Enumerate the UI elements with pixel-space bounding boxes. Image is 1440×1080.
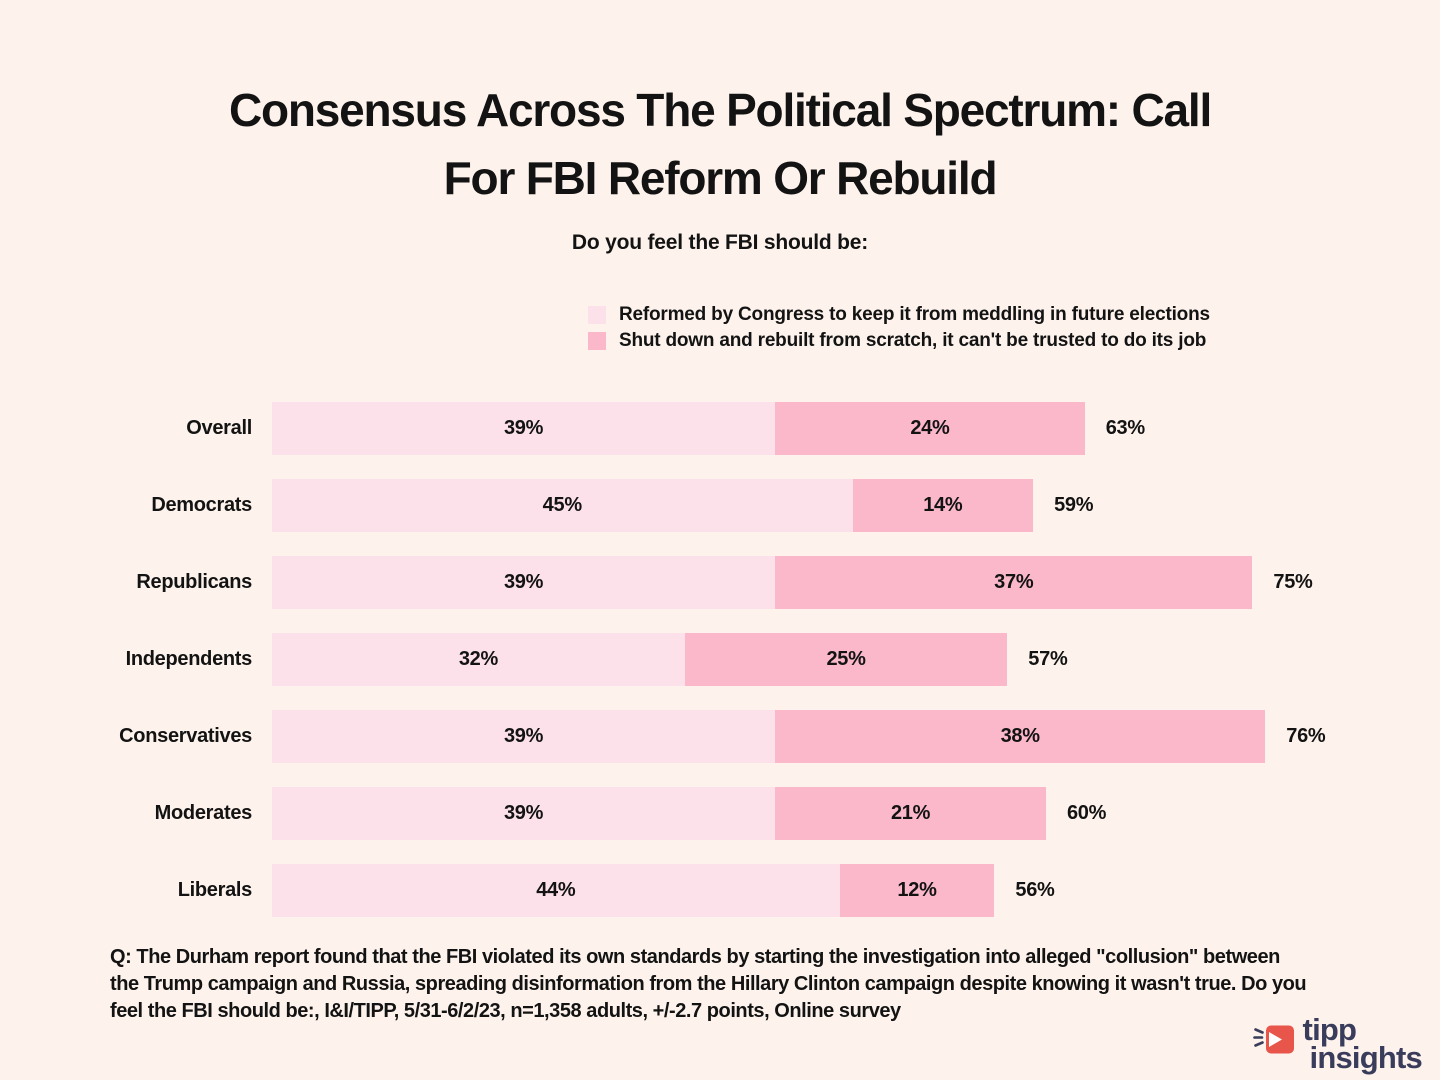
- total-value-label: 57%: [1028, 648, 1068, 670]
- brand-name-tipp: tipp: [1302, 1012, 1357, 1047]
- bar-segment-reformed: 39%: [272, 787, 776, 840]
- segment-value-label: 25%: [826, 648, 866, 670]
- legend-label-reformed: Reformed by Congress to keep it from med…: [619, 304, 1210, 325]
- legend-swatch-reformed-icon: [588, 306, 606, 324]
- category-label: Liberals: [177, 879, 253, 901]
- chart-subtitle: Do you feel the FBI should be:: [571, 231, 869, 254]
- bar-segment-reformed: 32%: [272, 633, 685, 686]
- bar-segment-rebuilt: 12%: [839, 864, 995, 917]
- bar: 39% 24%: [272, 402, 1085, 455]
- bar-segment-rebuilt: 21%: [775, 787, 1046, 840]
- segment-value-label: 39%: [503, 571, 544, 593]
- chart-row: Overall 39% 24% 63%: [0, 402, 1440, 455]
- brand-name-insights: insights: [1309, 1040, 1423, 1075]
- chart-title: Consensus Across The Political Spectrum:…: [0, 76, 1440, 212]
- category-label: Conservatives: [119, 725, 252, 747]
- category-label: Republicans: [136, 571, 252, 593]
- segment-value-label: 24%: [910, 417, 950, 439]
- title-line-2: For FBI Reform Or Rebuild: [443, 152, 998, 204]
- legend-item-rebuilt: Shut down and rebuilt from scratch, it c…: [588, 328, 1210, 354]
- bar-segment-reformed: 39%: [272, 710, 776, 763]
- segment-value-label: 37%: [994, 571, 1034, 593]
- bar: 44% 12%: [272, 864, 995, 917]
- category-label: Moderates: [154, 802, 253, 824]
- bar: 39% 21%: [272, 787, 1046, 840]
- legend-swatch-rebuilt-icon: [588, 332, 606, 350]
- segment-value-label: 38%: [1000, 725, 1040, 747]
- chart-row: Liberals 44% 12% 56%: [0, 864, 1440, 917]
- title-line-1: Consensus Across The Political Spectrum:…: [228, 84, 1212, 136]
- chart-row: Republicans 39% 37% 75%: [0, 556, 1440, 609]
- bar-segment-rebuilt: 24%: [775, 402, 1085, 455]
- segment-value-label: 44%: [536, 879, 576, 901]
- total-value-label: 56%: [1015, 879, 1055, 901]
- segment-value-label: 14%: [923, 494, 963, 516]
- bar-segment-rebuilt: 14%: [852, 479, 1034, 532]
- total-value-label: 59%: [1054, 494, 1094, 516]
- chart-row: Independents 32% 25% 57%: [0, 633, 1440, 686]
- bar-segment-reformed: 44%: [272, 864, 840, 917]
- legend: Reformed by Congress to keep it from med…: [588, 302, 1210, 354]
- segment-value-label: 39%: [503, 802, 544, 824]
- category-label: Independents: [125, 648, 253, 670]
- chart-row: Democrats 45% 14% 59%: [0, 479, 1440, 532]
- chart-row: Moderates 39% 21% 60%: [0, 787, 1440, 840]
- bar-segment-reformed: 39%: [272, 402, 776, 455]
- bar: 32% 25%: [272, 633, 1008, 686]
- total-value-label: 76%: [1286, 725, 1326, 747]
- segment-value-label: 21%: [890, 802, 931, 824]
- legend-item-reformed: Reformed by Congress to keep it from med…: [588, 302, 1210, 328]
- segment-value-label: 45%: [542, 494, 582, 516]
- segment-value-label: 12%: [897, 879, 937, 901]
- brand-logo: tipp insights: [1252, 1012, 1423, 1075]
- bar: 39% 37%: [272, 556, 1253, 609]
- total-value-label: 60%: [1066, 802, 1107, 824]
- brand-logo-text: tipp insights: [1302, 1012, 1423, 1075]
- bar-segment-reformed: 39%: [272, 556, 776, 609]
- category-label: Democrats: [151, 494, 252, 516]
- bar: 45% 14%: [272, 479, 1034, 532]
- segment-value-label: 39%: [503, 417, 544, 439]
- bar-segment-rebuilt: 38%: [775, 710, 1266, 763]
- chart-row: Conservatives 39% 38% 76%: [0, 710, 1440, 763]
- bar-segment-rebuilt: 25%: [684, 633, 1008, 686]
- segment-value-label: 39%: [503, 725, 544, 747]
- legend-label-rebuilt: Shut down and rebuilt from scratch, it c…: [619, 330, 1207, 351]
- bar: 39% 38%: [272, 710, 1266, 763]
- tipp-insights-megaphone-icon: [1252, 1025, 1294, 1054]
- stacked-bar-chart: Overall 39% 24% 63% Democrats 45% 14% 59% Republ…: [0, 402, 1440, 941]
- category-label: Overall: [186, 417, 252, 439]
- total-value-label: 75%: [1273, 571, 1313, 593]
- segment-value-label: 32%: [458, 648, 498, 670]
- source-note: Q: The Durham report found that the FBI …: [110, 946, 1307, 1022]
- bar-segment-rebuilt: 37%: [775, 556, 1253, 609]
- bar-segment-reformed: 45%: [272, 479, 853, 532]
- total-value-label: 63%: [1105, 417, 1145, 439]
